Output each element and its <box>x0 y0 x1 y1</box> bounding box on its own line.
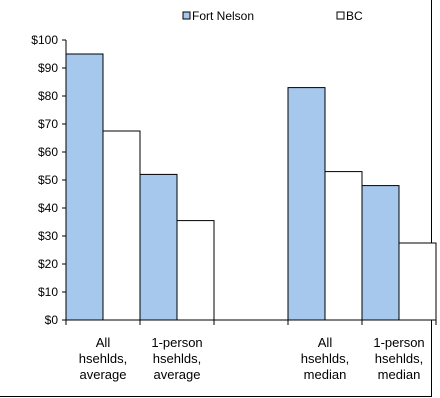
bar-bc <box>324 171 363 321</box>
x-category-label: median <box>378 367 421 382</box>
legend-label: BC <box>346 9 363 23</box>
y-tick-label: $10 <box>38 285 58 299</box>
y-tick-label: $40 <box>38 201 58 215</box>
bar-fort-nelson <box>65 53 104 321</box>
x-category-label: median <box>304 367 347 382</box>
x-category-label: All <box>96 335 111 350</box>
y-tick-label: $60 <box>38 145 58 159</box>
y-tick-label: $30 <box>38 229 58 243</box>
bar-fort-nelson <box>139 173 178 321</box>
x-category-label: hsehlds, <box>375 351 423 366</box>
y-tick-label: $50 <box>38 173 58 187</box>
chart-frame <box>0 0 432 397</box>
bar-fort-nelson <box>361 185 400 321</box>
x-category-label: average <box>80 367 127 382</box>
legend-swatch <box>182 11 191 20</box>
bar-fort-nelson <box>287 87 326 321</box>
y-tick-label: $70 <box>38 117 58 131</box>
bar-bc <box>176 220 215 321</box>
x-category-label: hsehlds, <box>153 351 201 366</box>
legend-swatch <box>336 11 345 20</box>
x-category-label: hsehlds, <box>301 351 349 366</box>
bar-bc <box>398 242 437 321</box>
legend-label: Fort Nelson <box>192 9 254 23</box>
y-tick-label: $20 <box>38 257 58 271</box>
x-category-label: All <box>318 335 333 350</box>
bar-bc <box>102 130 141 321</box>
y-tick-label: $80 <box>38 89 58 103</box>
x-category-label: average <box>154 367 201 382</box>
x-category-label: 1-person <box>151 335 202 350</box>
x-category-label: 1-person <box>373 335 424 350</box>
y-tick-label: $0 <box>45 313 59 327</box>
x-category-label: hsehlds, <box>79 351 127 366</box>
y-tick-label: $90 <box>38 61 58 75</box>
y-tick-label: $100 <box>31 33 58 47</box>
